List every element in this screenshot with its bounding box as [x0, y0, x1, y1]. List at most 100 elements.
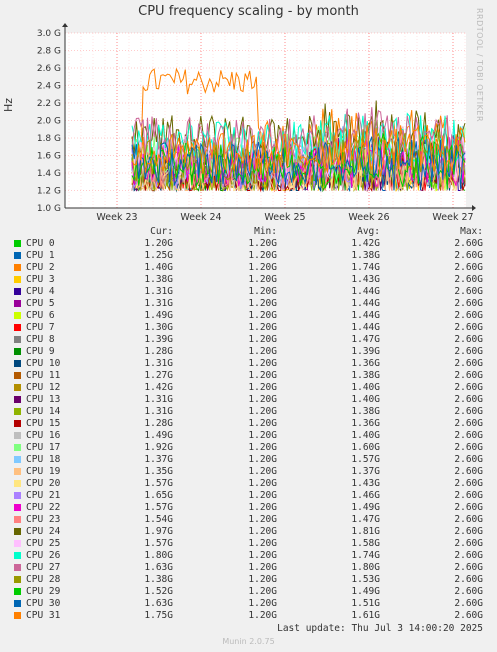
legend-series-name: CPU 22 — [26, 502, 61, 513]
cpu-frequency-chart: 1.0 G 1.2 G 1.4 G 1.6 G 1.8 G 2.0 G 2.2 G 2.4 G… — [37, 23, 476, 223]
legend-row: CPU 18 1.37G 1.20G 1.57G 2.60G — [0, 454, 497, 466]
legend-max: 2.60G — [454, 526, 483, 537]
legend-min: 1.20G — [248, 334, 277, 345]
chart-axes: 1.0 G 1.2 G 1.4 G 1.6 G 1.8 G 2.0 G 2.2 G 2.4 G… — [37, 23, 476, 223]
legend-swatch — [14, 444, 21, 451]
legend-series-name: CPU 2 — [26, 262, 55, 273]
legend-swatch — [14, 540, 21, 547]
legend-swatch — [14, 240, 21, 247]
legend-row: CPU 26 1.80G 1.20G 1.74G 2.60G — [0, 550, 497, 562]
legend-swatch — [14, 528, 21, 535]
legend-avg: 1.51G — [351, 598, 380, 609]
legend-cur: 1.31G — [144, 394, 173, 405]
legend-swatch — [14, 576, 21, 583]
legend-cur: 1.28G — [144, 346, 173, 357]
legend-swatch — [14, 456, 21, 463]
legend-max: 2.60G — [454, 346, 483, 357]
legend-cur: 1.31G — [144, 298, 173, 309]
legend-swatch — [14, 408, 21, 415]
legend-cur: 1.31G — [144, 406, 173, 417]
legend-max: 2.60G — [454, 358, 483, 369]
legend-avg: 1.36G — [351, 418, 380, 429]
legend-cur: 1.52G — [144, 586, 173, 597]
legend-series-name: CPU 18 — [26, 454, 61, 465]
legend-max: 2.60G — [454, 514, 483, 525]
legend-min: 1.20G — [248, 526, 277, 537]
legend-min: 1.20G — [248, 478, 277, 489]
legend-swatch — [14, 516, 21, 523]
legend-row: CPU 21 1.65G 1.20G 1.46G 2.60G — [0, 490, 497, 502]
munin-version: Munin 2.0.75 — [222, 637, 275, 646]
legend-avg: 1.44G — [351, 298, 380, 309]
legend-max: 2.60G — [454, 250, 483, 261]
legend-row: CPU 10 1.31G 1.20G 1.36G 2.60G — [0, 358, 497, 370]
legend-row: CPU 24 1.97G 1.20G 1.81G 2.60G — [0, 526, 497, 538]
legend-cur: 1.49G — [144, 430, 173, 441]
legend-avg: 1.44G — [351, 310, 380, 321]
legend-cur: 1.28G — [144, 418, 173, 429]
legend-series-name: CPU 26 — [26, 550, 61, 561]
y-tick-label: 1.6 G — [37, 152, 61, 162]
legend-cur: 1.25G — [144, 250, 173, 261]
legend-series-name: CPU 24 — [26, 526, 61, 537]
legend-swatch — [14, 336, 21, 343]
legend-avg: 1.47G — [351, 514, 380, 525]
legend-row: CPU 27 1.63G 1.20G 1.80G 2.60G — [0, 562, 497, 574]
legend-cur: 1.20G — [144, 238, 173, 249]
x-tick-label: Week 23 — [96, 212, 137, 223]
legend-avg: 1.42G — [351, 238, 380, 249]
legend-series-name: CPU 17 — [26, 442, 61, 453]
legend-cur: 1.57G — [144, 538, 173, 549]
legend-swatch — [14, 564, 21, 571]
series-line-cpu-26 — [131, 112, 466, 170]
legend-row: CPU 19 1.35G 1.20G 1.37G 2.60G — [0, 466, 497, 478]
legend-cur: 1.63G — [144, 562, 173, 573]
legend-avg: 1.60G — [351, 442, 380, 453]
legend-cur: 1.63G — [144, 598, 173, 609]
legend-min: 1.20G — [248, 382, 277, 393]
legend-cur: 1.31G — [144, 358, 173, 369]
legend-swatch — [14, 480, 21, 487]
min-header: Min: — [254, 226, 277, 237]
legend-row: CPU 3 1.38G 1.20G 1.43G 2.60G — [0, 274, 497, 286]
legend-max: 2.60G — [454, 406, 483, 417]
legend-row: CPU 7 1.30G 1.20G 1.44G 2.60G — [0, 322, 497, 334]
legend-swatch — [14, 492, 21, 499]
legend-max: 2.60G — [454, 394, 483, 405]
legend-series-name: CPU 16 — [26, 430, 61, 441]
legend-min: 1.20G — [248, 406, 277, 417]
series-line-cpu-30 — [131, 136, 466, 191]
x-tick-label: Week 26 — [348, 212, 389, 223]
legend-avg: 1.61G — [351, 610, 380, 621]
legend-row: CPU 16 1.49G 1.20G 1.40G 2.60G — [0, 430, 497, 442]
legend-swatch — [14, 384, 21, 391]
legend-cur: 1.37G — [144, 454, 173, 465]
legend-row: CPU 4 1.31G 1.20G 1.44G 2.60G — [0, 286, 497, 298]
series-line-cpu-31 — [131, 121, 466, 177]
legend-min: 1.20G — [248, 346, 277, 357]
legend-row: CPU 11 1.27G 1.20G 1.38G 2.60G — [0, 370, 497, 382]
legend-max: 2.60G — [454, 298, 483, 309]
legend-cur: 1.38G — [144, 574, 173, 585]
legend-avg: 1.39G — [351, 346, 380, 357]
legend-row: CPU 5 1.31G 1.20G 1.44G 2.60G — [0, 298, 497, 310]
legend-cur: 1.92G — [144, 442, 173, 453]
legend-cur: 1.75G — [144, 610, 173, 621]
legend-series-name: CPU 3 — [26, 274, 55, 285]
y-tick-label: 2.0 G — [37, 117, 61, 127]
legend-header-row: Cur: Min: Avg: Max: — [0, 226, 497, 238]
legend-min: 1.20G — [248, 430, 277, 441]
legend-avg: 1.44G — [351, 286, 380, 297]
legend-avg: 1.40G — [351, 382, 380, 393]
legend-min: 1.20G — [248, 238, 277, 249]
legend-row: CPU 1 1.25G 1.20G 1.38G 2.60G — [0, 250, 497, 262]
legend-min: 1.20G — [248, 250, 277, 261]
legend-series-name: CPU 0 — [26, 238, 55, 249]
legend-min: 1.20G — [248, 454, 277, 465]
legend-max: 2.60G — [454, 274, 483, 285]
legend-series-name: CPU 1 — [26, 250, 55, 261]
y-axis-arrow — [62, 23, 68, 27]
legend-min: 1.20G — [248, 298, 277, 309]
legend-swatch — [14, 288, 21, 295]
legend-min: 1.20G — [248, 370, 277, 381]
